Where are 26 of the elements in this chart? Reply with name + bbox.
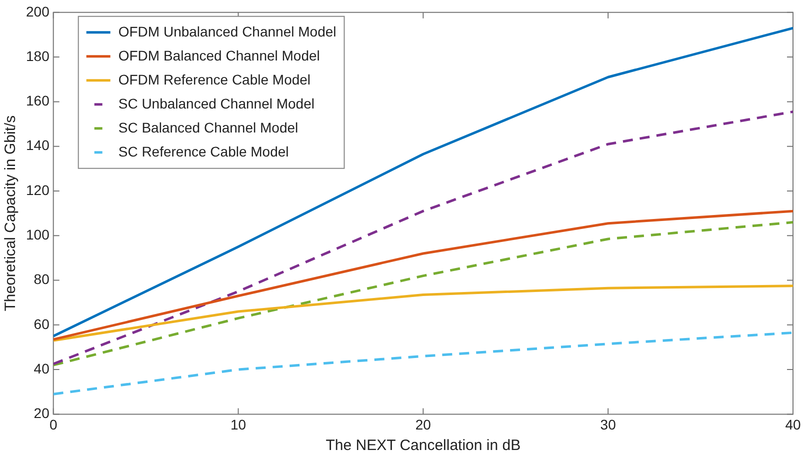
y-tick-label: 100 xyxy=(26,226,50,242)
legend-label: OFDM Balanced Channel Model xyxy=(118,47,320,64)
legend-label: SC Balanced Channel Model xyxy=(118,119,298,136)
y-tick-label: 160 xyxy=(26,92,50,109)
y-tick-label: 40 xyxy=(34,360,50,376)
y-tick-label: 140 xyxy=(26,137,50,154)
x-axis-title: The NEXT Cancellation in dB xyxy=(326,437,521,454)
x-tick-label: 0 xyxy=(49,416,58,432)
y-tick-label: 60 xyxy=(34,316,50,332)
legend-label: OFDM Unbalanced Channel Model xyxy=(118,23,336,40)
line-series xyxy=(53,331,793,396)
x-tick-label: 30 xyxy=(600,416,616,432)
y-tick-label: 120 xyxy=(26,182,50,198)
line-series xyxy=(53,110,793,366)
y-tick-label: 20 xyxy=(34,405,50,422)
y-axis-title: Theoretical Capacity in Gbit/s xyxy=(2,115,20,312)
y-tick-label: 200 xyxy=(26,3,50,20)
y-tick-label: 180 xyxy=(26,48,50,64)
legend-label: SC Reference Cable Model xyxy=(118,143,289,160)
x-tick-label: 10 xyxy=(230,416,246,432)
x-tick-label: 20 xyxy=(415,416,432,432)
y-tick-label: 80 xyxy=(34,271,50,288)
legend-label: SC Unbalanced Channel Model xyxy=(118,95,314,112)
line-series xyxy=(53,220,793,366)
x-tick-label: 40 xyxy=(785,416,801,432)
legend-label: OFDM Reference Cable Model xyxy=(118,71,311,88)
